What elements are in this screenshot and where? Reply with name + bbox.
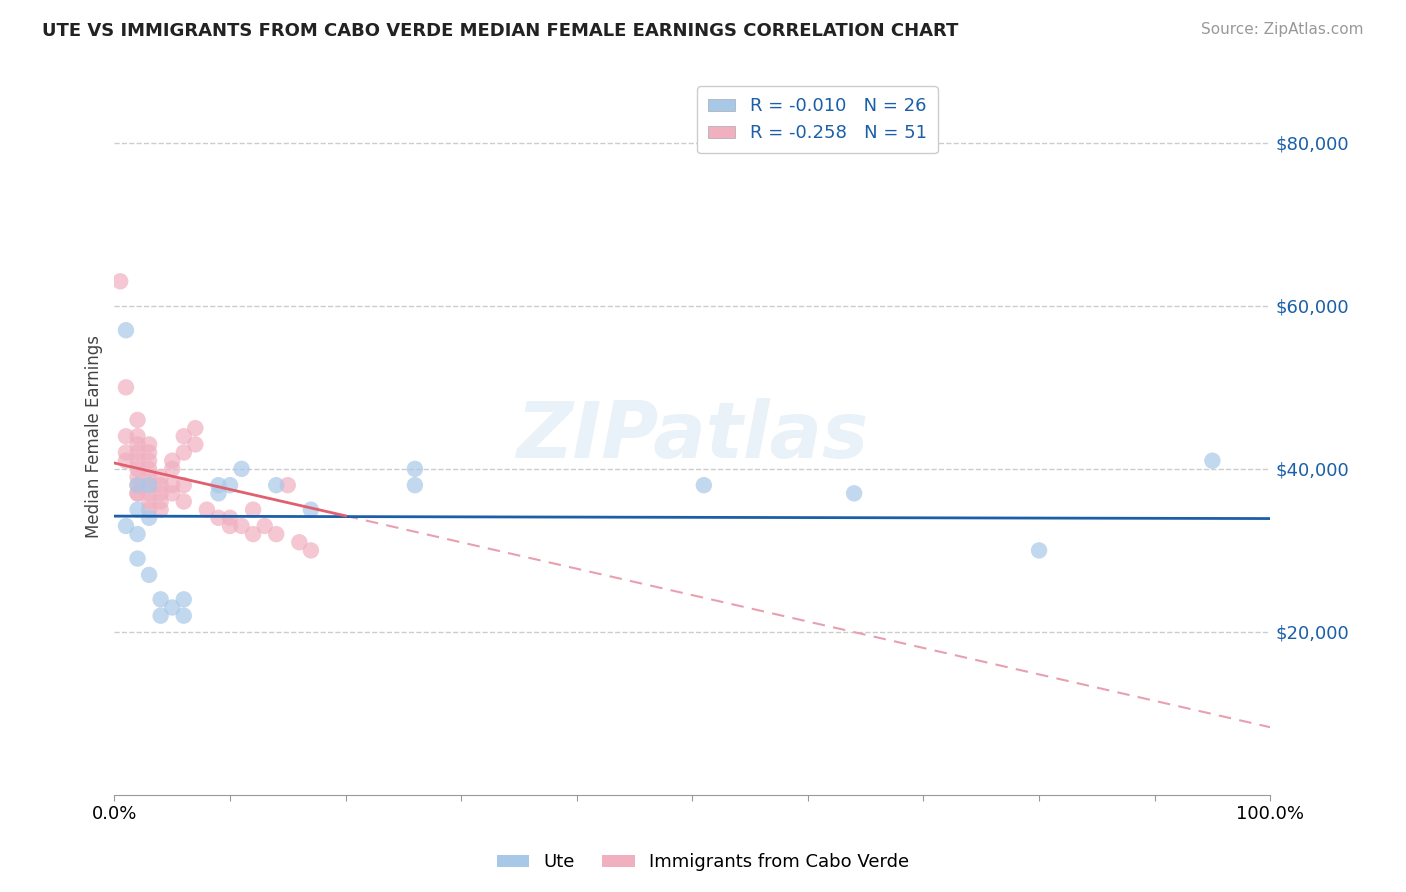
- Point: [219, 478, 242, 492]
- Point: [160, 600, 183, 615]
- Point: [149, 494, 172, 508]
- Point: [149, 478, 172, 492]
- Point: [242, 502, 264, 516]
- Point: [108, 274, 131, 288]
- Point: [173, 429, 195, 443]
- Legend: Ute, Immigrants from Cabo Verde: Ute, Immigrants from Cabo Verde: [489, 847, 917, 879]
- Point: [173, 445, 195, 459]
- Point: [1028, 543, 1050, 558]
- Point: [127, 486, 149, 500]
- Point: [138, 510, 160, 524]
- Point: [195, 502, 218, 516]
- Point: [173, 478, 195, 492]
- Point: [127, 551, 149, 566]
- Point: [127, 478, 149, 492]
- Point: [299, 543, 322, 558]
- Point: [149, 608, 172, 623]
- Point: [138, 462, 160, 476]
- Point: [127, 437, 149, 451]
- Point: [207, 510, 229, 524]
- Point: [127, 478, 149, 492]
- Point: [138, 478, 160, 492]
- Point: [219, 510, 242, 524]
- Point: [404, 462, 426, 476]
- Point: [253, 519, 276, 533]
- Point: [127, 429, 149, 443]
- Point: [184, 421, 207, 435]
- Point: [127, 453, 149, 467]
- Point: [127, 462, 149, 476]
- Point: [138, 437, 160, 451]
- Point: [149, 502, 172, 516]
- Point: [115, 380, 138, 394]
- Text: ZIPatlas: ZIPatlas: [516, 398, 869, 475]
- Point: [138, 453, 160, 467]
- Point: [207, 486, 229, 500]
- Point: [115, 453, 138, 467]
- Point: [138, 494, 160, 508]
- Point: [160, 478, 183, 492]
- Y-axis label: Median Female Earnings: Median Female Earnings: [86, 334, 103, 538]
- Point: [173, 592, 195, 607]
- Point: [693, 478, 716, 492]
- Point: [173, 608, 195, 623]
- Point: [149, 592, 172, 607]
- Point: [277, 478, 299, 492]
- Point: [138, 470, 160, 484]
- Point: [115, 445, 138, 459]
- Point: [138, 486, 160, 500]
- Point: [184, 437, 207, 451]
- Point: [842, 486, 865, 500]
- Point: [242, 527, 264, 541]
- Legend: R = -0.010   N = 26, R = -0.258   N = 51: R = -0.010 N = 26, R = -0.258 N = 51: [697, 87, 938, 153]
- Point: [299, 502, 322, 516]
- Point: [1201, 453, 1223, 467]
- Text: Source: ZipAtlas.com: Source: ZipAtlas.com: [1201, 22, 1364, 37]
- Point: [138, 445, 160, 459]
- Point: [127, 413, 149, 427]
- Point: [127, 445, 149, 459]
- Point: [231, 519, 253, 533]
- Point: [207, 478, 229, 492]
- Point: [115, 429, 138, 443]
- Point: [219, 519, 242, 533]
- Point: [288, 535, 311, 549]
- Point: [127, 502, 149, 516]
- Text: UTE VS IMMIGRANTS FROM CABO VERDE MEDIAN FEMALE EARNINGS CORRELATION CHART: UTE VS IMMIGRANTS FROM CABO VERDE MEDIAN…: [42, 22, 959, 40]
- Point: [264, 527, 287, 541]
- Point: [149, 470, 172, 484]
- Point: [149, 486, 172, 500]
- Point: [138, 502, 160, 516]
- Point: [173, 494, 195, 508]
- Point: [127, 527, 149, 541]
- Point: [231, 462, 253, 476]
- Point: [160, 453, 183, 467]
- Point: [404, 478, 426, 492]
- Point: [115, 519, 138, 533]
- Point: [160, 462, 183, 476]
- Point: [264, 478, 287, 492]
- Point: [160, 486, 183, 500]
- Point: [138, 478, 160, 492]
- Point: [115, 323, 138, 337]
- Point: [127, 470, 149, 484]
- Point: [138, 567, 160, 582]
- Point: [127, 486, 149, 500]
